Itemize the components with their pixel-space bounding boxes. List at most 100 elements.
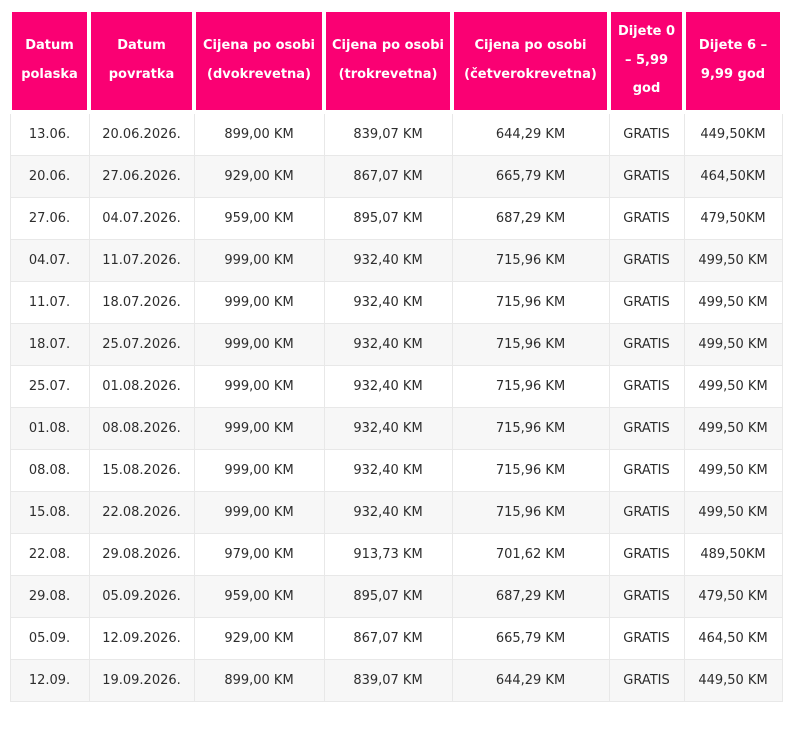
- table-cell: 464,50KM: [683, 154, 783, 198]
- table-cell: 899,00 KM: [193, 658, 325, 702]
- table-cell: 929,00 KM: [193, 154, 325, 198]
- table-cell: GRATIS: [608, 322, 685, 366]
- header-cell-5: Dijete 0 – 5,99 god: [607, 8, 686, 114]
- table-cell: 499,50 KM: [683, 238, 783, 282]
- table-row: 20.06. 27.06.2026. 929,00 KM 867,07 KM 665,7…: [9, 154, 783, 198]
- table-cell: 25.07.2026.: [88, 322, 195, 366]
- table-cell: 895,07 KM: [323, 574, 453, 618]
- header-cell-2: Cijena po osobi (dvokrevetna): [192, 8, 326, 114]
- table-cell: GRATIS: [608, 196, 685, 240]
- table-cell: 959,00 KM: [193, 574, 325, 618]
- table-cell: 12.09.2026.: [88, 616, 195, 660]
- header-cell-6: Dijete 6 – 9,99 god: [682, 8, 784, 114]
- table-cell: 479,50KM: [683, 196, 783, 240]
- table-cell: 05.09.2026.: [88, 574, 195, 618]
- table-cell: 05.09.: [9, 616, 90, 660]
- table-cell: 499,50 KM: [683, 280, 783, 324]
- table-cell: 959,00 KM: [193, 196, 325, 240]
- table-cell: 715,96 KM: [451, 280, 610, 324]
- table-cell: 18.07.: [9, 322, 90, 366]
- table-cell: 08.08.: [9, 448, 90, 492]
- table-cell: 932,40 KM: [323, 490, 453, 534]
- table-cell: 932,40 KM: [323, 238, 453, 282]
- table-cell: 701,62 KM: [451, 532, 610, 576]
- table-cell: GRATIS: [608, 364, 685, 408]
- table-cell: GRATIS: [608, 238, 685, 282]
- table-row: 05.09. 12.09.2026. 929,00 KM 867,07 KM 665,7…: [9, 616, 783, 660]
- table-cell: 499,50 KM: [683, 448, 783, 492]
- table-row: 08.08. 15.08.2026. 999,00 KM 932,40 KM 715,9…: [9, 448, 783, 492]
- table-cell: 999,00 KM: [193, 280, 325, 324]
- table-cell: 715,96 KM: [451, 448, 610, 492]
- table-cell: 479,50 KM: [683, 574, 783, 618]
- table-cell: 499,50 KM: [683, 490, 783, 534]
- table-cell: GRATIS: [608, 490, 685, 534]
- table-cell: 999,00 KM: [193, 322, 325, 366]
- table-cell: 999,00 KM: [193, 238, 325, 282]
- table-cell: 932,40 KM: [323, 280, 453, 324]
- table-cell: 932,40 KM: [323, 448, 453, 492]
- table-cell: 687,29 KM: [451, 196, 610, 240]
- table-cell: GRATIS: [608, 154, 685, 198]
- table-cell: 13.06.: [9, 111, 90, 156]
- table-cell: GRATIS: [608, 658, 685, 702]
- table-row: 12.09. 19.09.2026. 899,00 KM 839,07 KM 644,2…: [9, 658, 783, 702]
- header-cell-0: Datum polaska: [8, 8, 91, 114]
- table-cell: GRATIS: [608, 448, 685, 492]
- table-cell: 11.07.2026.: [88, 238, 195, 282]
- table-cell: 449,50KM: [683, 111, 783, 156]
- table-cell: 20.06.2026.: [88, 111, 195, 156]
- table-cell: 19.09.2026.: [88, 658, 195, 702]
- table-cell: 499,50 KM: [683, 406, 783, 450]
- table-cell: 22.08.: [9, 532, 90, 576]
- table-cell: GRATIS: [608, 532, 685, 576]
- table-cell: 20.06.: [9, 154, 90, 198]
- table-cell: 29.08.: [9, 574, 90, 618]
- table-cell: 715,96 KM: [451, 364, 610, 408]
- header-cell-1: Datum povratka: [87, 8, 196, 114]
- table-cell: 979,00 KM: [193, 532, 325, 576]
- table-cell: 913,73 KM: [323, 532, 453, 576]
- table-cell: 932,40 KM: [323, 322, 453, 366]
- table-cell: 715,96 KM: [451, 490, 610, 534]
- table-cell: 839,07 KM: [323, 658, 453, 702]
- pricing-table-body: 13.06. 20.06.2026. 899,00 KM 839,07 KM 644,2…: [9, 111, 783, 702]
- pricing-table: Datum polaska Datum povratka Cijena po oso…: [8, 8, 784, 702]
- header-cell-3: Cijena po osobi (trokrevetna): [322, 8, 454, 114]
- table-cell: 665,79 KM: [451, 616, 610, 660]
- table-row: 13.06. 20.06.2026. 899,00 KM 839,07 KM 644,2…: [9, 111, 783, 156]
- table-cell: 644,29 KM: [451, 111, 610, 156]
- table-cell: 08.08.2026.: [88, 406, 195, 450]
- table-cell: 687,29 KM: [451, 574, 610, 618]
- table-cell: 22.08.2026.: [88, 490, 195, 534]
- table-row: 25.07. 01.08.2026. 999,00 KM 932,40 KM 715,9…: [9, 364, 783, 408]
- table-cell: 01.08.2026.: [88, 364, 195, 408]
- table-cell: 11.07.: [9, 280, 90, 324]
- table-row: 27.06. 04.07.2026. 959,00 KM 895,07 KM 687,2…: [9, 196, 783, 240]
- table-cell: 715,96 KM: [451, 322, 610, 366]
- table-cell: 12.09.: [9, 658, 90, 702]
- table-cell: GRATIS: [608, 406, 685, 450]
- table-cell: 01.08.: [9, 406, 90, 450]
- table-row: 11.07. 18.07.2026. 999,00 KM 932,40 KM 715,9…: [9, 280, 783, 324]
- table-cell: 449,50 KM: [683, 658, 783, 702]
- table-cell: 644,29 KM: [451, 658, 610, 702]
- table-cell: 999,00 KM: [193, 448, 325, 492]
- table-row: 22.08. 29.08.2026. 979,00 KM 913,73 KM 701,6…: [9, 532, 783, 576]
- table-cell: 29.08.2026.: [88, 532, 195, 576]
- table-cell: 715,96 KM: [451, 406, 610, 450]
- header-cell-4: Cijena po osobi (četverokrevetna): [450, 8, 611, 114]
- table-cell: 25.07.: [9, 364, 90, 408]
- table-cell: 929,00 KM: [193, 616, 325, 660]
- table-cell: 27.06.: [9, 196, 90, 240]
- pricing-table-head: Datum polaska Datum povratka Cijena po oso…: [8, 8, 784, 114]
- table-cell: 15.08.2026.: [88, 448, 195, 492]
- table-cell: 499,50 KM: [683, 364, 783, 408]
- table-cell: 932,40 KM: [323, 406, 453, 450]
- table-cell: GRATIS: [608, 574, 685, 618]
- table-cell: 867,07 KM: [323, 154, 453, 198]
- table-cell: 999,00 KM: [193, 406, 325, 450]
- table-cell: 15.08.: [9, 490, 90, 534]
- table-row: 18.07. 25.07.2026. 999,00 KM 932,40 KM 715,9…: [9, 322, 783, 366]
- table-cell: 999,00 KM: [193, 364, 325, 408]
